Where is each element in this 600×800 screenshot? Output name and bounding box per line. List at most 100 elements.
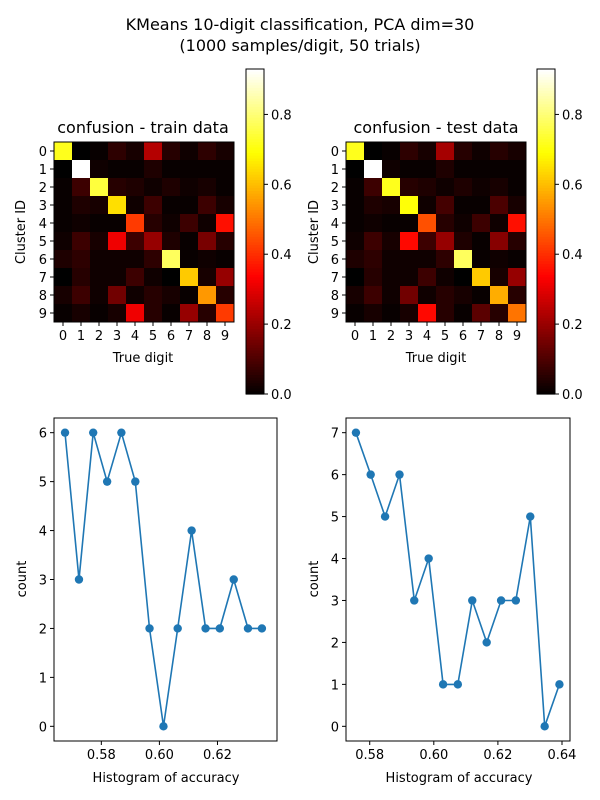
heatmap-cell-r1-c4 bbox=[418, 160, 437, 179]
colorbar-segment bbox=[537, 258, 555, 262]
colorbar-segment bbox=[246, 272, 264, 276]
train-colorbar: 0.0 0.2 0.4 0.6 0.8 bbox=[245, 68, 292, 403]
colorbar-segment bbox=[537, 337, 555, 341]
colorbar-segment bbox=[246, 123, 264, 127]
colorbar-segment bbox=[537, 280, 555, 284]
colorbar-segment bbox=[246, 247, 264, 252]
colorbar-segment bbox=[246, 79, 264, 84]
colorbar-segment bbox=[537, 391, 555, 395]
colorbar-frame bbox=[536, 68, 556, 395]
heatmap-cell-r0-c4 bbox=[126, 142, 145, 161]
colorbar-segment bbox=[537, 155, 555, 159]
colorbar-segment bbox=[246, 236, 264, 241]
colorbar-segment bbox=[246, 291, 264, 295]
colorbar-segment bbox=[246, 188, 264, 192]
heatmap-cell-r4-c7 bbox=[180, 214, 199, 233]
heatmap-cell-r6-c8 bbox=[490, 250, 509, 269]
heatmap-cell-r0-c5 bbox=[436, 142, 455, 161]
colorbar-segment bbox=[246, 93, 264, 97]
colorbar-segment bbox=[246, 142, 264, 146]
colorbar-segment bbox=[246, 193, 264, 197]
colorbar-segment bbox=[246, 166, 264, 170]
test-histogram-xlabel: Histogram of accuracy bbox=[386, 771, 533, 786]
heatmap-cell-r6-c3 bbox=[108, 250, 127, 269]
train-accuracy-histogram: 0.58 0.60 0.62 0 1 2 3 4 5 6 Histogram of accurac… bbox=[15, 417, 278, 786]
x-tick-label: 2 bbox=[387, 329, 395, 344]
colorbar-segment bbox=[246, 269, 264, 273]
colorbar-segment bbox=[246, 310, 264, 314]
colorbar-segment bbox=[246, 85, 264, 89]
colorbar-segment bbox=[246, 144, 264, 149]
data-point bbox=[215, 624, 224, 633]
data-point bbox=[102, 477, 112, 486]
colorbar-segment bbox=[246, 331, 264, 336]
colorbar-segment bbox=[246, 82, 264, 86]
test-heatmap-title: confusion - test data bbox=[353, 118, 518, 137]
colorbar-segment bbox=[246, 255, 264, 260]
colorbar-segment bbox=[537, 274, 555, 279]
colorbar-segment bbox=[537, 117, 555, 122]
heatmap-cell-r3-c5 bbox=[144, 196, 163, 215]
heatmap-cell-r1-c4 bbox=[126, 160, 145, 179]
test-heatmap-xlabel: True digit bbox=[405, 351, 467, 366]
colorbar-segment bbox=[537, 318, 555, 322]
colorbar-segment bbox=[537, 152, 555, 157]
colorbar-segment bbox=[246, 307, 264, 311]
colorbar-segment bbox=[537, 136, 555, 141]
colorbar-segment bbox=[246, 299, 264, 303]
data-point bbox=[540, 722, 549, 731]
colorbar-segment bbox=[537, 177, 555, 181]
colorbar-tick-label: 0.2 bbox=[562, 318, 583, 333]
test-colorbar: 0.0 0.2 0.4 0.6 0.8 bbox=[536, 68, 583, 403]
heatmap-cell-r3-c4 bbox=[126, 196, 145, 215]
heatmap-cell-r0-c7 bbox=[180, 142, 199, 161]
colorbar-segment bbox=[537, 120, 555, 124]
heatmap-cell-r1-c0 bbox=[54, 160, 73, 179]
heatmap-cell-r4-c0 bbox=[54, 214, 73, 233]
colorbar-segment bbox=[537, 372, 555, 376]
heatmap-cell-r3-c6 bbox=[162, 196, 181, 215]
heatmap-cell-r1-c3 bbox=[108, 160, 127, 179]
heatmap-cell-r8-c3 bbox=[108, 286, 127, 305]
y-tick-label: 7 bbox=[331, 271, 339, 286]
colorbar-segment bbox=[246, 361, 264, 365]
colorbar-segment bbox=[537, 139, 555, 143]
heatmap-cell-r9-c0 bbox=[346, 304, 365, 323]
test-heatmap-ylabel: Cluster ID bbox=[307, 200, 322, 264]
heatmap-cell-r8-c0 bbox=[54, 286, 73, 305]
heatmap-cell-r0-c0 bbox=[54, 142, 73, 161]
data-point bbox=[438, 680, 448, 689]
heatmap-cell-r0-c2 bbox=[90, 142, 109, 161]
colorbar-segment bbox=[246, 372, 264, 376]
heatmap-cell-r4-c9 bbox=[508, 214, 527, 233]
heatmap-cell-r6-c2 bbox=[90, 250, 109, 269]
heatmap-cell-r5-c7 bbox=[472, 232, 491, 251]
heatmap-cell-r5-c1 bbox=[364, 232, 383, 251]
colorbar-segment bbox=[537, 128, 555, 132]
heatmap-cell-r9-c4 bbox=[418, 304, 437, 323]
colorbar-segment bbox=[537, 106, 555, 111]
heatmap-cell-r5-c5 bbox=[436, 232, 455, 251]
colorbar-segment bbox=[537, 264, 555, 268]
heatmap-cell-r5-c0 bbox=[54, 232, 73, 251]
heatmap-cell-r7-c7 bbox=[180, 268, 199, 287]
heatmap-cell-r9-c5 bbox=[144, 304, 163, 323]
heatmap-cell-r2-c9 bbox=[508, 178, 527, 197]
colorbar-segment bbox=[246, 356, 264, 360]
heatmap-cell-r7-c2 bbox=[382, 268, 401, 287]
train-confusion-heatmap: confusion - train data 0 1 2 3 4 5 6 7 8 90123456… bbox=[14, 118, 235, 366]
colorbar-segment bbox=[246, 199, 264, 203]
colorbar-segment bbox=[537, 385, 555, 390]
colorbar-segment bbox=[537, 288, 555, 292]
colorbar-segment bbox=[246, 226, 264, 230]
heatmap-cell-r2-c0 bbox=[54, 178, 73, 197]
y-tick-label: 2 bbox=[39, 622, 47, 637]
heatmap-cell-r5-c7 bbox=[180, 232, 199, 251]
colorbar-segment bbox=[537, 166, 555, 170]
colorbar-segment bbox=[537, 101, 555, 105]
y-tick-label: 7 bbox=[331, 427, 339, 442]
colorbar-segment bbox=[537, 209, 555, 214]
data-point bbox=[453, 680, 463, 689]
